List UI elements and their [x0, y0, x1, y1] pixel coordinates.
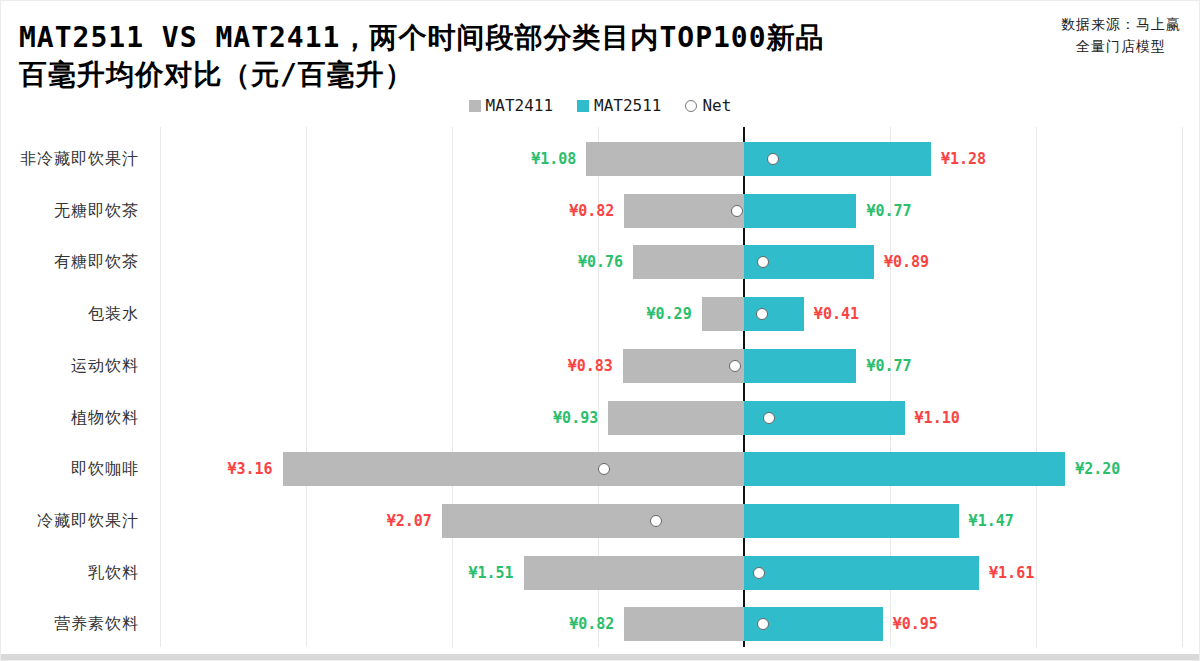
vertical-gridline	[452, 127, 453, 647]
vertical-gridline	[160, 127, 161, 647]
chart-screenshot: MAT2511 VS MAT2411，两个时间段部分类目内TOP100新品 百毫…	[0, 0, 1200, 661]
category-label: 乳饮料	[1, 562, 139, 584]
mat2411-bar	[283, 452, 744, 486]
mat2411-value-label: ¥1.51	[468, 563, 513, 583]
mat2411-bar	[524, 556, 744, 590]
mat2411-value-label: ¥0.76	[578, 252, 623, 272]
mat2511-value-label: ¥0.95	[893, 614, 938, 634]
category-label: 植物饮料	[1, 407, 139, 429]
mat2511-value-label: ¥0.89	[884, 252, 929, 272]
net-marker	[731, 205, 743, 217]
vertical-gridline	[306, 127, 307, 647]
mat2511-bar	[744, 452, 1065, 486]
mat2411-value-label: ¥0.29	[647, 304, 692, 324]
category-label: 非冷藏即饮果汁	[1, 148, 139, 170]
mat2411-value-label: ¥0.82	[569, 201, 614, 221]
category-label: 冷藏即饮果汁	[1, 510, 139, 532]
mat2511-bar	[744, 504, 959, 538]
net-marker	[729, 360, 741, 372]
mat2511-value-label: ¥1.61	[989, 563, 1034, 583]
mat2411-bar	[442, 504, 744, 538]
category-label: 无糖即饮茶	[1, 200, 139, 222]
mat2411-value-label: ¥3.16	[227, 459, 272, 479]
mat2411-value-label: ¥0.83	[568, 356, 613, 376]
mat2411-bar	[624, 607, 744, 641]
mat2511-value-label: ¥0.77	[866, 356, 911, 376]
vertical-gridline	[1182, 127, 1183, 647]
mat2411-bar	[608, 401, 744, 435]
mat2511-value-label: ¥0.77	[866, 201, 911, 221]
net-marker	[756, 308, 768, 320]
mat2411-bar	[702, 297, 744, 331]
mat2411-value-label: ¥0.82	[569, 614, 614, 634]
mat2511-bar	[744, 349, 856, 383]
plot-area: 非冷藏即饮果汁 ¥1.08 ¥1.28 无糖即饮茶 ¥0.82 ¥0.77 有糖即饮茶 ¥0.…	[1, 1, 1200, 661]
net-marker	[598, 463, 610, 475]
mat2511-value-label: ¥2.20	[1075, 459, 1120, 479]
net-marker	[763, 412, 775, 424]
vertical-gridline	[1036, 127, 1037, 647]
mat2411-value-label: ¥1.08	[531, 149, 576, 169]
mat2411-bar	[623, 349, 744, 383]
mat2511-bar	[744, 194, 856, 228]
mat2511-bar	[744, 297, 804, 331]
mat2411-value-label: ¥2.07	[387, 511, 432, 531]
mat2411-bar	[624, 194, 744, 228]
window-bottom-edge	[1, 654, 1199, 660]
mat2411-bar	[633, 245, 744, 279]
category-label: 营养素饮料	[1, 613, 139, 635]
category-label: 即饮咖啡	[1, 458, 139, 480]
mat2511-value-label: ¥1.47	[969, 511, 1014, 531]
category-label: 运动饮料	[1, 355, 139, 377]
net-marker	[753, 567, 765, 579]
mat2411-bar	[586, 142, 744, 176]
mat2411-value-label: ¥0.93	[553, 408, 598, 428]
category-label: 包装水	[1, 303, 139, 325]
mat2511-bar	[744, 556, 979, 590]
mat2511-value-label: ¥1.10	[915, 408, 960, 428]
mat2511-value-label: ¥1.28	[941, 149, 986, 169]
mat2511-value-label: ¥0.41	[814, 304, 859, 324]
category-label: 有糖即饮茶	[1, 251, 139, 273]
